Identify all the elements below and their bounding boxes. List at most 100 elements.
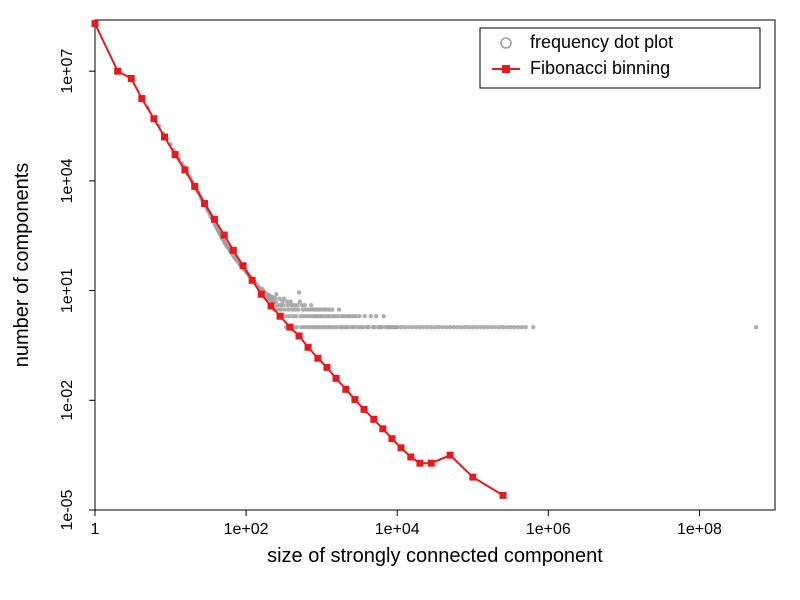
- x-tick-label: 1: [91, 521, 100, 538]
- line-marker: [500, 492, 506, 498]
- line-marker: [139, 96, 145, 102]
- scatter-point: [295, 325, 299, 329]
- scatter-point: [520, 325, 524, 329]
- scatter-point: [467, 325, 471, 329]
- line-marker: [258, 291, 264, 297]
- line-marker: [202, 201, 208, 207]
- scatter-point: [283, 314, 287, 318]
- scatter-point: [505, 325, 509, 329]
- scatter-point: [486, 325, 490, 329]
- scatter-point: [336, 314, 340, 318]
- scatter-point: [410, 325, 414, 329]
- scatter-point: [395, 325, 399, 329]
- line-marker: [221, 232, 227, 238]
- line-marker: [447, 452, 453, 458]
- scatter-point: [463, 325, 467, 329]
- scatter-point: [482, 325, 486, 329]
- chart-container: 11e+021e+041e+061e+08size of strongly co…: [0, 0, 800, 600]
- scatter-point: [493, 325, 497, 329]
- scatter-point: [414, 325, 418, 329]
- line-marker: [428, 460, 434, 466]
- line-marker: [192, 183, 198, 189]
- scatter-point: [508, 325, 512, 329]
- scatter-point: [369, 314, 373, 318]
- scatter-point: [459, 325, 463, 329]
- scatter-point: [455, 325, 459, 329]
- scatter-point: [363, 314, 367, 318]
- plot-frame: [95, 20, 775, 510]
- scatter-point: [512, 325, 516, 329]
- scatter-point: [452, 325, 456, 329]
- line-marker: [268, 303, 274, 309]
- scatter-point: [531, 325, 535, 329]
- scatter-point: [297, 290, 301, 294]
- scatter-point: [287, 314, 291, 318]
- line-marker: [361, 406, 367, 412]
- scatter-point: [474, 325, 478, 329]
- line-marker: [470, 474, 476, 480]
- scatter-point: [374, 314, 378, 318]
- line-marker: [115, 68, 121, 74]
- scatter-point: [335, 325, 339, 329]
- x-tick-label: 1e+04: [375, 521, 420, 538]
- scatter-point: [448, 325, 452, 329]
- line-marker: [352, 397, 358, 403]
- line-marker: [151, 116, 157, 122]
- scatter-point: [489, 325, 493, 329]
- line-marker: [389, 436, 395, 442]
- fibonacci-line: [95, 24, 503, 496]
- line-marker: [277, 313, 283, 319]
- scatter-point: [372, 325, 376, 329]
- line-marker: [343, 386, 349, 392]
- legend-label: frequency dot plot: [530, 32, 673, 52]
- chart-svg: 11e+021e+041e+061e+08size of strongly co…: [0, 0, 800, 600]
- line-marker: [305, 344, 311, 350]
- legend: frequency dot plot Fibonacci binning: [480, 28, 760, 88]
- line-marker: [287, 324, 293, 330]
- scatter-point: [296, 307, 300, 311]
- line-marker: [417, 460, 423, 466]
- scatter-point: [288, 299, 292, 303]
- legend-label: Fibonacci binning: [530, 58, 670, 78]
- scatter-point: [429, 325, 433, 329]
- scatter-point: [471, 325, 475, 329]
- scatter-point: [425, 325, 429, 329]
- line-marker: [92, 21, 98, 27]
- scatter-point: [478, 325, 482, 329]
- line-marker: [315, 355, 321, 361]
- line-marker: [172, 152, 178, 158]
- scatter-point: [303, 303, 307, 307]
- y-tick-label: 1e+07: [59, 49, 76, 94]
- scatter-point: [353, 314, 357, 318]
- scatter-point: [285, 303, 289, 307]
- line-marker: [230, 247, 236, 253]
- x-tick-label: 1e+06: [526, 521, 571, 538]
- scatter-point: [497, 325, 501, 329]
- scatter-point: [286, 307, 290, 311]
- legend-marker-line: [502, 65, 510, 73]
- scatter-point: [380, 325, 384, 329]
- scatter-point: [357, 314, 361, 318]
- x-tick-label: 1e+08: [677, 521, 722, 538]
- scatter-point: [516, 325, 520, 329]
- y-tick-label: 1e+01: [59, 268, 76, 313]
- line-marker: [380, 426, 386, 432]
- y-tick-label: 1e-02: [59, 380, 76, 421]
- scatter-point: [421, 325, 425, 329]
- scatter-point: [281, 303, 285, 307]
- y-tick-label: 1e-05: [59, 489, 76, 530]
- scatter-point: [282, 307, 286, 311]
- scatter-point: [440, 325, 444, 329]
- scatter-point: [285, 299, 289, 303]
- scatter-point: [298, 299, 302, 303]
- scatter-point: [418, 325, 422, 329]
- line-marker: [128, 76, 134, 82]
- line-marker: [211, 216, 217, 222]
- line-marker: [398, 445, 404, 451]
- line-marker: [249, 277, 255, 283]
- line-marker: [296, 333, 302, 339]
- line-marker: [371, 416, 377, 422]
- scatter-point: [433, 325, 437, 329]
- scatter-point: [279, 307, 283, 311]
- x-axis-label: size of strongly connected component: [267, 545, 603, 567]
